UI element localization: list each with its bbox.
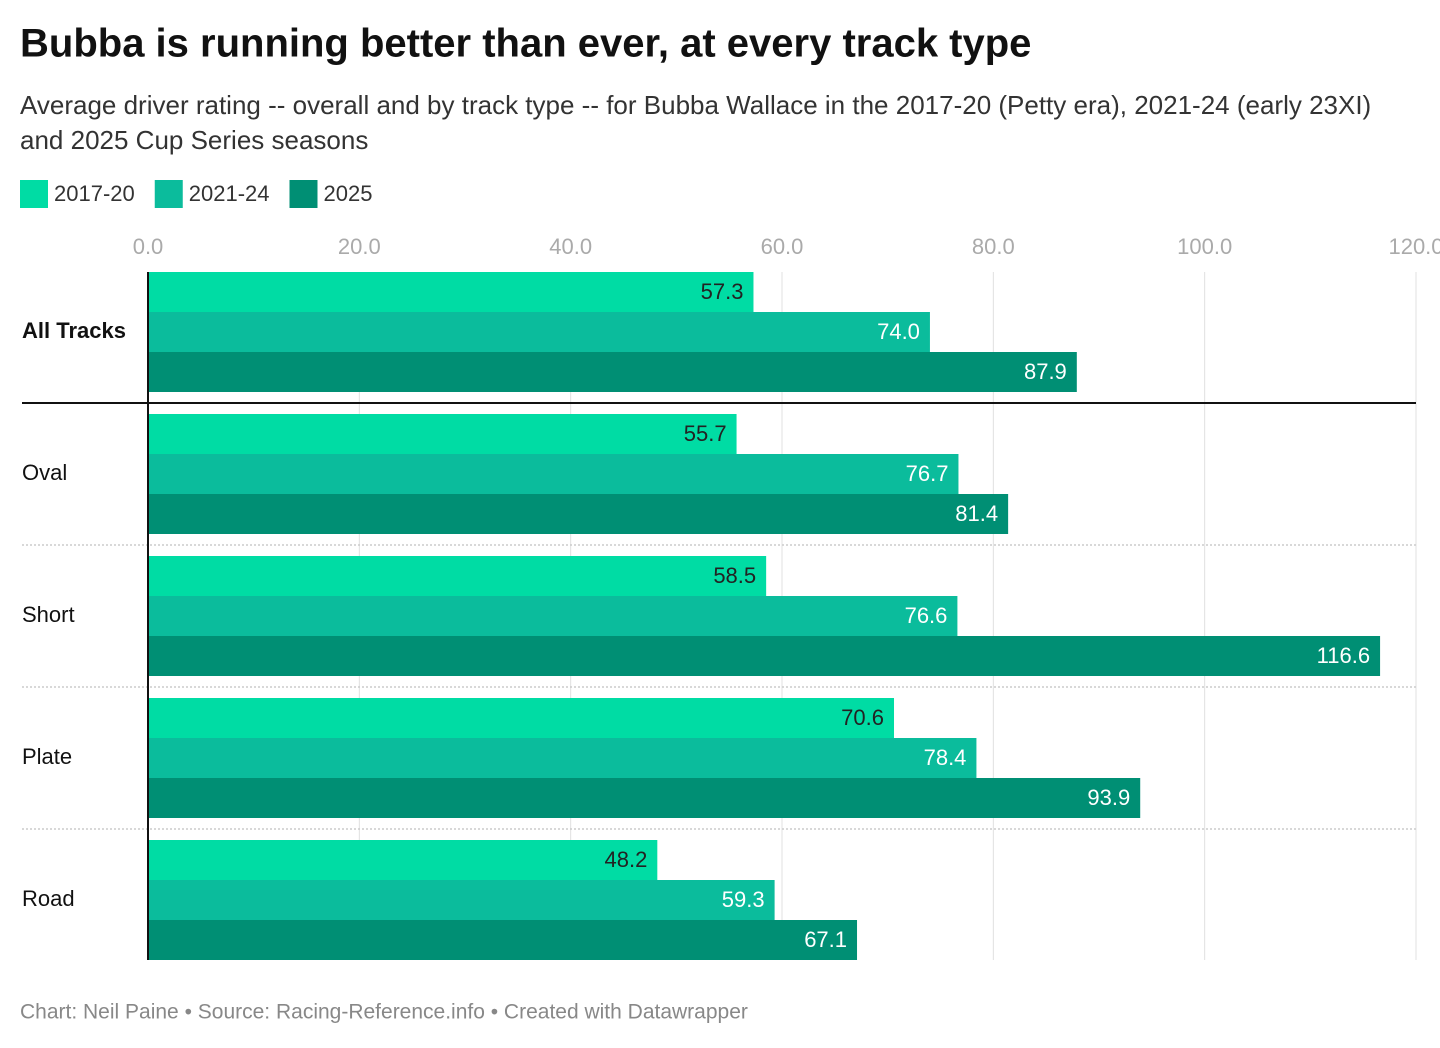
- value-label: 70.6: [841, 705, 884, 730]
- value-label: 78.4: [924, 745, 967, 770]
- bar: [148, 840, 658, 880]
- legend-swatch: [20, 180, 48, 208]
- value-label: 87.9: [1024, 359, 1067, 384]
- bar: [148, 778, 1141, 818]
- value-label: 55.7: [684, 421, 727, 446]
- bar: [148, 312, 930, 352]
- x-tick-label: 100.0: [1177, 234, 1232, 259]
- value-label: 93.9: [1087, 785, 1130, 810]
- chart-subtitle: Average driver rating -- overall and by …: [20, 90, 1372, 155]
- bar: [148, 596, 958, 636]
- bar: [148, 352, 1077, 392]
- legend-label: 2017-20: [54, 181, 135, 206]
- bar: [148, 920, 858, 960]
- bar: [148, 698, 895, 738]
- value-label: 67.1: [804, 927, 847, 952]
- value-label: 48.2: [604, 847, 647, 872]
- value-label: 57.3: [701, 279, 744, 304]
- y-tick-label: Plate: [22, 744, 72, 769]
- value-label: 81.4: [955, 501, 998, 526]
- footer: Chart: Neil Paine • Source: Racing-Refer…: [20, 1001, 748, 1024]
- value-label: 59.3: [722, 887, 765, 912]
- y-tick-label: Oval: [22, 460, 67, 485]
- bar: [148, 880, 775, 920]
- value-label: 76.6: [905, 603, 948, 628]
- legend-label: 2025: [324, 181, 373, 206]
- x-tick-label: 0.0: [133, 234, 164, 259]
- value-label: 58.5: [713, 563, 756, 588]
- bar: [148, 494, 1009, 534]
- legend-label: 2021-24: [189, 181, 270, 206]
- bar: [148, 454, 959, 494]
- bar: [148, 272, 754, 312]
- chart-title: Bubba is running better than ever, at ev…: [20, 22, 1031, 66]
- x-tick-label: 60.0: [761, 234, 804, 259]
- x-tick-label: 40.0: [549, 234, 592, 259]
- legend-swatch: [289, 180, 318, 208]
- bar: [148, 556, 767, 596]
- value-label: 116.6: [1317, 643, 1370, 668]
- legend-swatch: [154, 180, 183, 208]
- value-label: 74.0: [877, 319, 920, 344]
- y-tick-label: All Tracks: [22, 318, 126, 343]
- y-tick-label: Short: [22, 602, 75, 627]
- bar: [148, 636, 1381, 676]
- value-label: 76.7: [906, 461, 949, 486]
- x-tick-label: 20.0: [338, 234, 381, 259]
- bar: [148, 738, 977, 778]
- x-tick-label: 120.0: [1388, 234, 1440, 259]
- y-tick-label: Road: [22, 886, 75, 911]
- x-tick-label: 80.0: [972, 234, 1015, 259]
- bar: [148, 414, 737, 454]
